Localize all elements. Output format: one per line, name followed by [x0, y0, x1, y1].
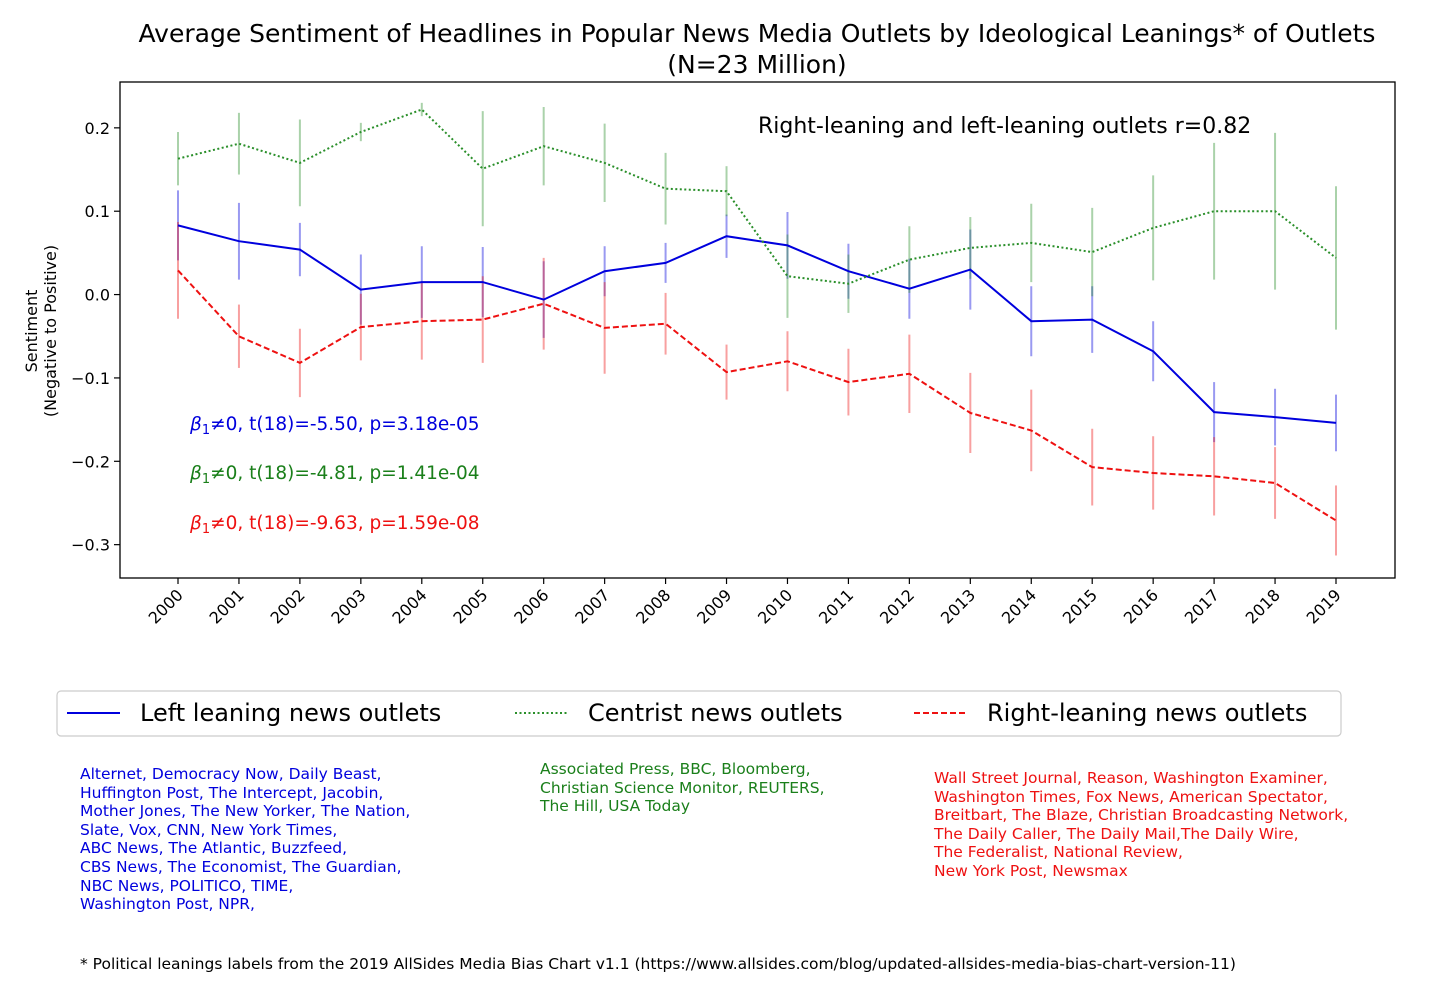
x-tick-label: 2003: [327, 585, 369, 627]
outlet-list-line: Slate, Vox, CNN, New York Times,: [80, 820, 338, 839]
x-tick-label: 2014: [998, 585, 1040, 627]
outlet-list-line: Wall Street Journal, Reason, Washington …: [934, 769, 1328, 787]
x-tick-label: 2002: [266, 585, 308, 627]
legend-frame: [56, 690, 1342, 737]
error-bars: [177, 102, 1337, 556]
outlet-list-line: Huffington Post, The Intercept, Jacobin,: [80, 783, 384, 802]
y-tick-label: 0.0: [85, 286, 110, 305]
outlet-list-line: CBS News, The Economist, The Guardian,: [80, 857, 402, 876]
x-axis: 2000 2001 2002 2003 2004 2005 2006 2007 2008 2009…: [145, 578, 1345, 628]
outlet-list-line: New York Post, Newsmax: [934, 861, 1128, 880]
series-line-0: [177, 224, 1337, 424]
x-tick-label: 2011: [815, 585, 857, 627]
outlet-list-line: Alternet, Democracy Now, Daily Beast,: [80, 765, 382, 783]
outlet-list-line: The Hill, USA Today: [540, 797, 691, 816]
outlet-list-line: ABC News, The Atlantic, Buzzfeed,: [80, 839, 348, 858]
legend-label-right: Right-leaning news outlets: [987, 699, 1307, 727]
x-tick-label: 2013: [937, 585, 979, 627]
chart-subtitle: (N=23 Million): [667, 50, 846, 79]
x-tick-label: 2008: [632, 585, 674, 627]
x-tick-label: 2005: [449, 585, 491, 627]
x-tick-label: 2009: [693, 585, 735, 627]
x-tick-label: 2018: [1242, 585, 1284, 627]
y-tick-label: −0.1: [71, 369, 110, 388]
x-tick-label: 2016: [1120, 585, 1162, 627]
x-tick-label: 2017: [1181, 585, 1223, 627]
legend-label-center: Centrist news outlets: [588, 699, 843, 727]
footnote: * Political leanings labels from the 201…: [80, 955, 1236, 973]
centrist-outlets-list: Associated Press, BBC, Bloomberg, Christi…: [540, 760, 825, 816]
outlet-list-line: Washington Post, NPR,: [80, 895, 255, 914]
regression-stats: β1≠0, t(18)=-5.50, p=3.18e-05 β1≠0, t(18)…: [189, 414, 480, 537]
y-axis: 0.2 0.1 0.0 −0.1 −0.2 −0.3: [71, 119, 120, 555]
plot-frame: [119, 81, 1396, 579]
right-outlets-list: Wall Street Journal, Reason, Washington …: [934, 769, 1348, 881]
series-line-1: [177, 108, 1337, 285]
x-tick-label: 2001: [206, 585, 248, 627]
regression-stat: β1≠0, t(18)=-4.81, p=1.41e-04: [189, 463, 480, 487]
series-line-2: [177, 269, 1337, 522]
x-tick-label: 2007: [571, 585, 613, 627]
outlet-list-line: Breitbart, The Blaze, Christian Broadcas…: [934, 806, 1349, 825]
outlet-list-line: Associated Press, BBC, Bloomberg,: [540, 760, 811, 778]
outlet-list-line: NBC News, POLITICO, TIME,: [80, 876, 294, 895]
x-tick-label: 2010: [754, 585, 796, 627]
x-tick-label: 2019: [1303, 585, 1345, 627]
y-axis-sublabel: (Negative to Positive): [41, 245, 60, 417]
y-axis-label: Sentiment: [22, 290, 41, 373]
x-tick-label: 2004: [388, 585, 430, 627]
y-tick-label: 0.2: [85, 119, 110, 138]
outlet-list-line: The Daily Caller, The Daily Mail,The Dai…: [934, 824, 1299, 843]
x-tick-label: 2015: [1059, 585, 1101, 627]
series-lines: [177, 108, 1337, 522]
x-tick-label: 2012: [876, 585, 918, 627]
outlet-list-line: Mother Jones, The New Yorker, The Nation…: [80, 802, 411, 821]
outlet-list-line: The Federalist, National Review,: [934, 843, 1183, 862]
y-tick-label: 0.1: [85, 202, 110, 221]
regression-stat: β1≠0, t(18)=-5.50, p=3.18e-05: [189, 414, 480, 438]
legend-label-left: Left leaning news outlets: [140, 699, 441, 727]
y-tick-label: −0.2: [71, 452, 110, 471]
x-tick-label: 2006: [510, 585, 552, 627]
legend: Left leaning news outlets Centrist news …: [56, 690, 1342, 737]
outlet-list-line: Christian Science Monitor, REUTERS,: [540, 778, 825, 797]
outlet-list-line: Washington Times, Fox News, American Spe…: [934, 787, 1328, 806]
chart-title: Average Sentiment of Headlines in Popula…: [139, 19, 1376, 48]
y-tick-label: −0.3: [71, 536, 110, 555]
correlation-annotation: Right-leaning and left-leaning outlets r…: [758, 114, 1251, 139]
regression-stat: β1≠0, t(18)=-9.63, p=1.59e-08: [189, 513, 480, 537]
left-outlets-list: Alternet, Democracy Now, Daily Beast, Huf…: [80, 765, 410, 914]
x-tick-label: 2000: [145, 585, 187, 627]
